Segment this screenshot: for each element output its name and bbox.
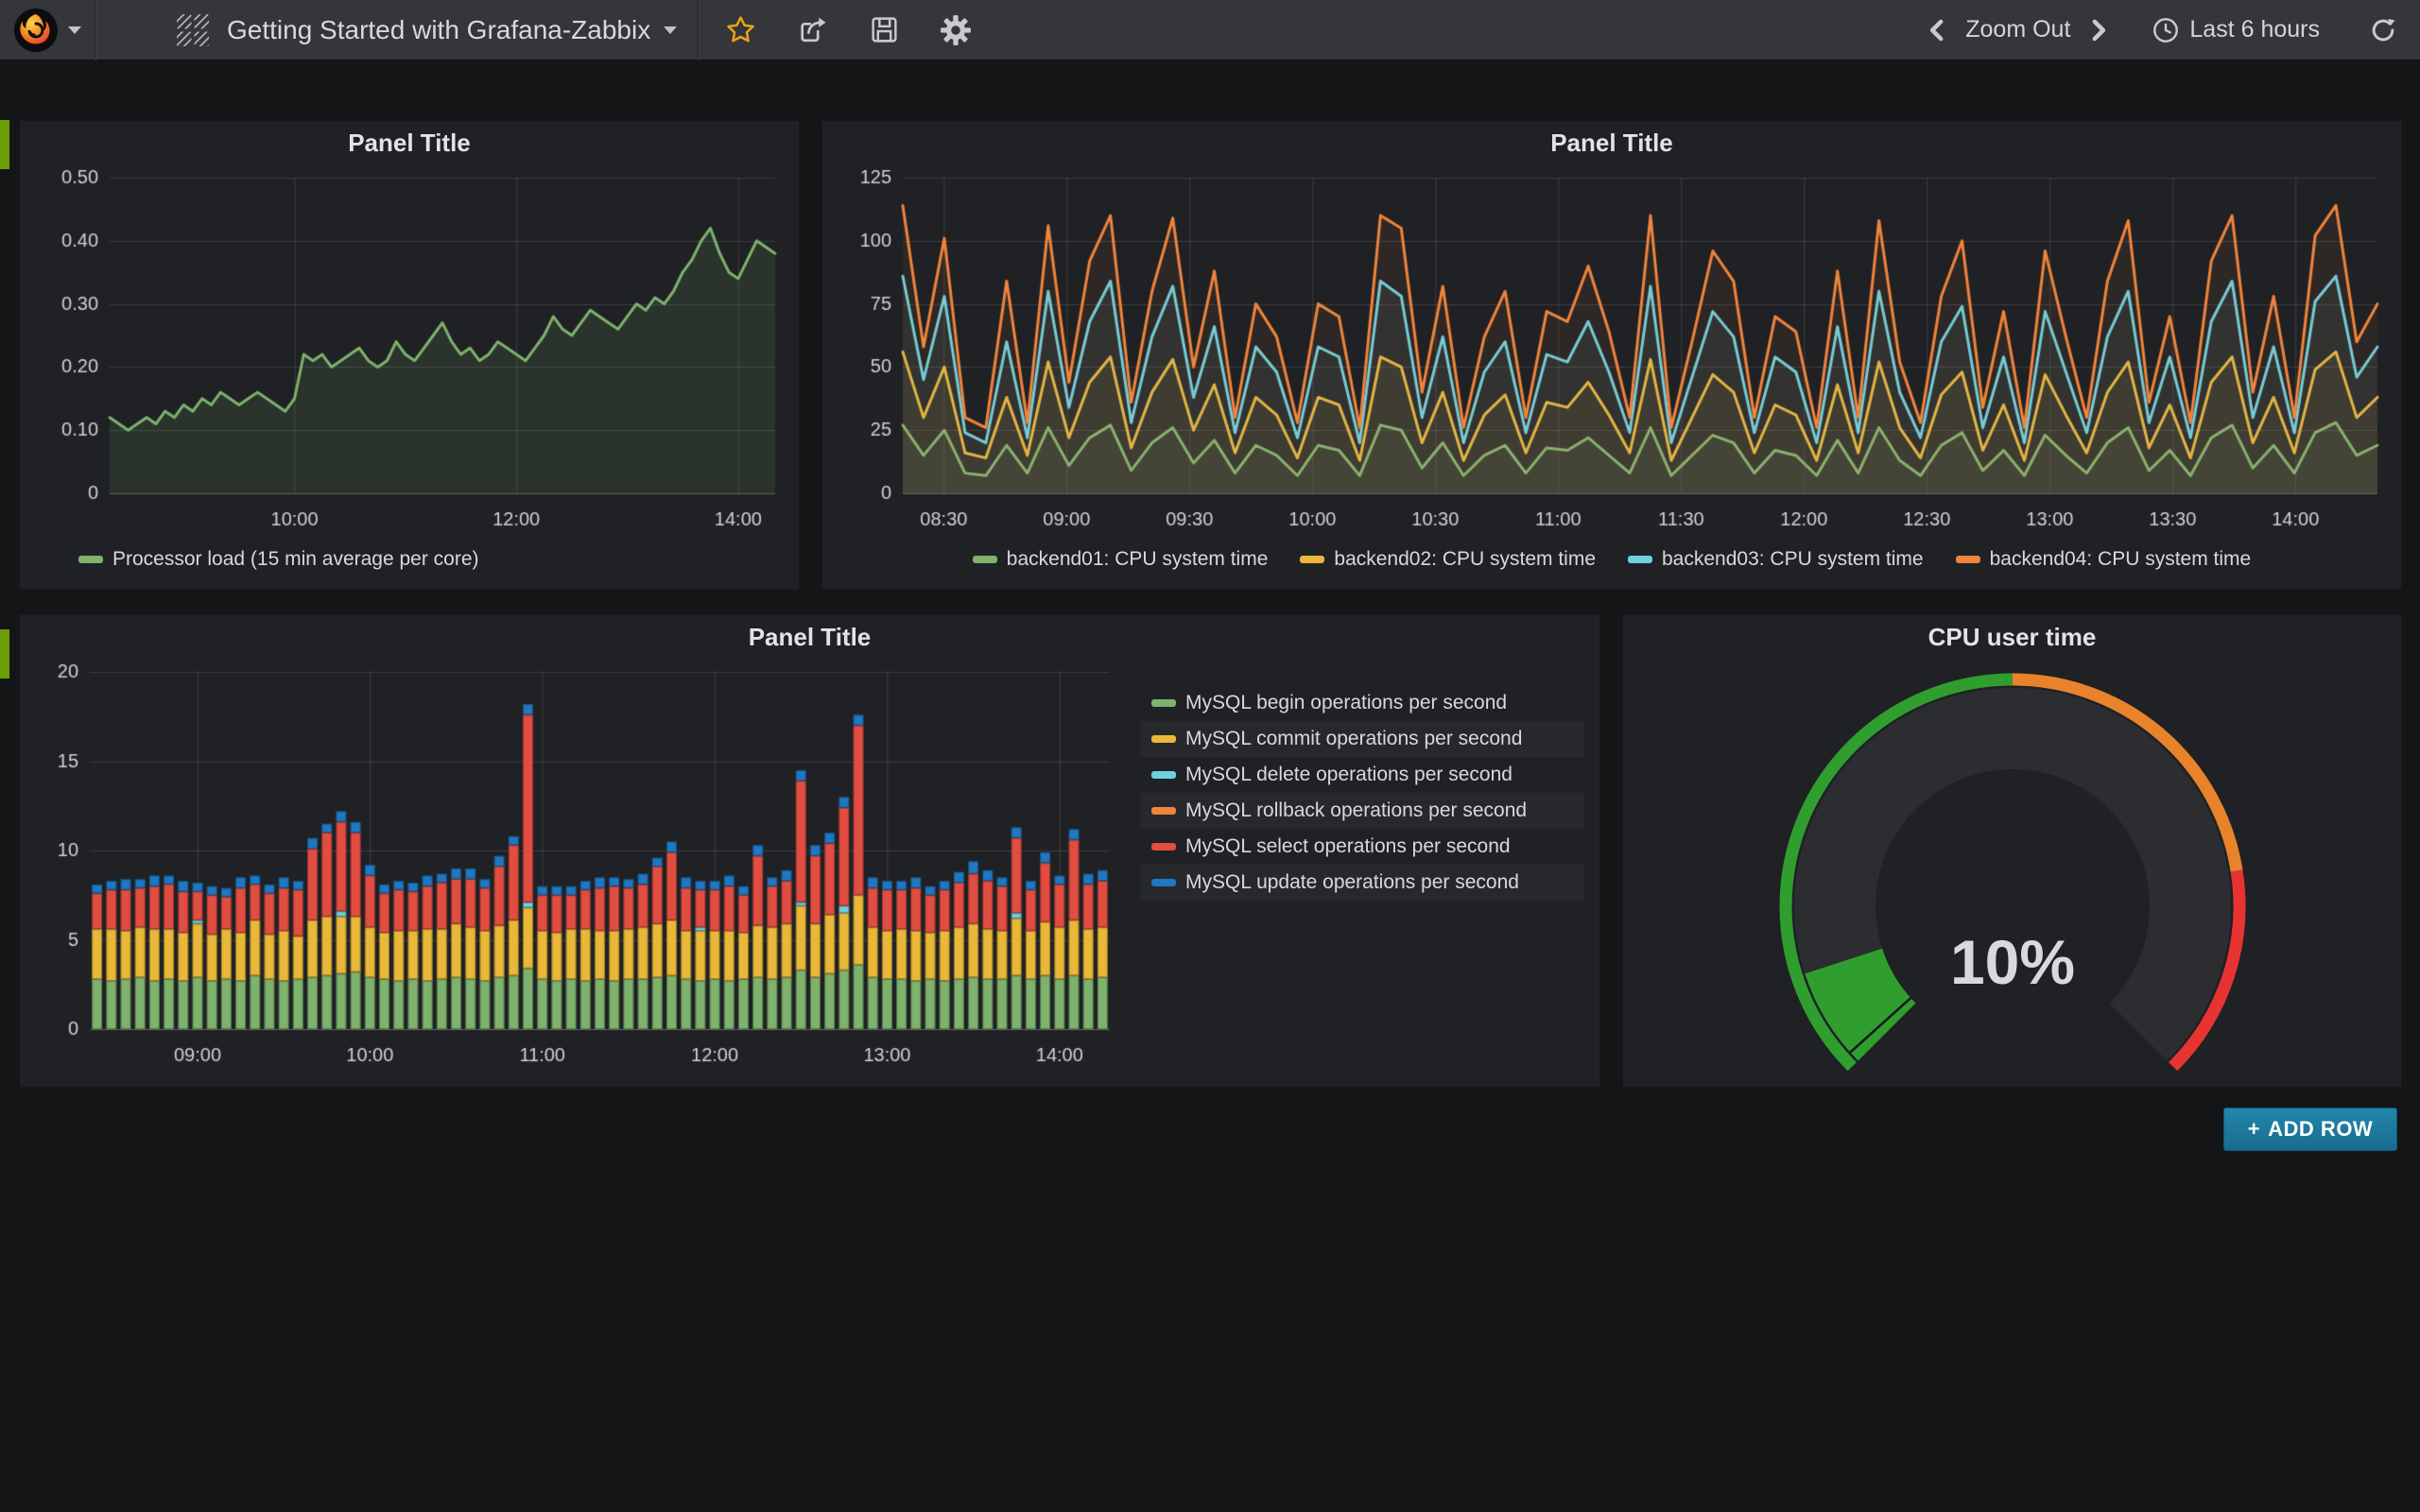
save-button[interactable]	[868, 0, 900, 60]
legend-table: MySQL begin operations per second MySQL …	[1140, 685, 1584, 1074]
add-row-button[interactable]: + ADD ROW	[2223, 1108, 2397, 1151]
legend-label: backend02: CPU system time	[1334, 548, 1596, 570]
navbar-divider	[698, 0, 700, 60]
legend-label: MySQL begin operations per second	[1185, 692, 1508, 713]
legend-swatch	[1151, 771, 1176, 779]
legend-item[interactable]: backend02: CPU system time	[1300, 548, 1596, 571]
cpu-user-time-gauge: 10%	[1623, 659, 2401, 1079]
refresh-button[interactable]	[2369, 16, 2397, 44]
dashboard-grid-icon[interactable]	[176, 13, 210, 47]
legend-label: backend01: CPU system time	[1006, 548, 1269, 570]
panel-mysql-operations: Panel Title MySQL begin operations per s…	[19, 614, 1600, 1088]
mysql-operations-graph[interactable]	[31, 659, 1123, 1074]
grafana-logo[interactable]	[13, 8, 59, 53]
panel-title[interactable]: CPU user time	[1927, 622, 2097, 651]
cpu-system-time-graph[interactable]	[833, 164, 2391, 539]
panel-cpu-system-time: Panel Title backend01: CPU system time b…	[821, 120, 2402, 590]
legend-item[interactable]: Processor load (15 min average per core)	[78, 548, 479, 571]
legend-label: backend03: CPU system time	[1662, 548, 1924, 570]
legend-label: MySQL select operations per second	[1185, 835, 1511, 857]
dashboard-title[interactable]: Getting Started with Grafana-Zabbix	[227, 14, 651, 44]
legend-label: MySQL rollback operations per second	[1185, 799, 1528, 821]
processor-load-graph[interactable]	[30, 164, 788, 539]
navbar-divider	[95, 0, 96, 60]
time-back-chevron-icon[interactable]	[1926, 18, 1946, 43]
legend-item[interactable]: MySQL delete operations per second	[1140, 757, 1584, 793]
navbar: Getting Started with Grafana-Zabbix	[0, 0, 2420, 60]
svg-text:10%: 10%	[1950, 927, 2075, 997]
row-collapse-tab[interactable]	[0, 120, 9, 169]
zoom-out-button[interactable]: Zoom Out	[1965, 16, 2071, 43]
legend-swatch	[1151, 699, 1176, 707]
legend-label: MySQL commit operations per second	[1185, 728, 1523, 749]
legend-swatch	[1151, 735, 1176, 743]
settings-gear-icon[interactable]	[940, 0, 972, 60]
legend-swatch	[1151, 843, 1176, 850]
add-row-label: ADD ROW	[2268, 1117, 2374, 1141]
legend-item[interactable]: MySQL rollback operations per second	[1140, 793, 1584, 829]
panel-title[interactable]: Panel Title	[348, 128, 471, 157]
panel-title[interactable]: Panel Title	[1550, 128, 1673, 157]
legend-item[interactable]: MySQL begin operations per second	[1140, 685, 1584, 721]
dashboard-title-caret-icon[interactable]	[664, 26, 678, 34]
legend-item[interactable]: backend04: CPU system time	[1955, 548, 2252, 571]
share-button[interactable]	[796, 0, 828, 60]
legend-swatch	[1151, 807, 1176, 815]
star-button[interactable]	[724, 0, 756, 60]
legend-swatch	[1955, 556, 1980, 563]
row-collapse-tab[interactable]	[0, 629, 9, 679]
logo-menu-caret-icon[interactable]	[68, 26, 81, 34]
legend-swatch	[1300, 556, 1325, 563]
panel-cpu-user-time: CPU user time 10%	[1622, 614, 2402, 1088]
legend-swatch	[78, 556, 103, 563]
legend-item[interactable]: backend03: CPU system time	[1628, 548, 1924, 571]
legend-label: MySQL delete operations per second	[1185, 764, 1512, 785]
time-range-picker[interactable]: Last 6 hours	[2152, 16, 2320, 44]
plus-icon: +	[2247, 1117, 2261, 1141]
panel-title[interactable]: Panel Title	[748, 622, 872, 651]
legend-swatch	[1628, 556, 1652, 563]
legend-item[interactable]: MySQL commit operations per second	[1140, 721, 1584, 757]
legend-swatch	[1151, 879, 1176, 886]
time-range-label: Last 6 hours	[2189, 16, 2320, 43]
legend-item[interactable]: MySQL update operations per second	[1140, 865, 1584, 901]
legend-label: backend04: CPU system time	[1989, 548, 2252, 570]
legend-item[interactable]: backend01: CPU system time	[972, 548, 1269, 571]
panel-processor-load: Panel Title Processor load (15 min avera…	[19, 120, 800, 590]
time-forward-chevron-icon[interactable]	[2089, 18, 2110, 43]
legend-swatch	[972, 556, 997, 563]
clock-icon	[2152, 16, 2180, 44]
legend-item[interactable]: MySQL select operations per second	[1140, 829, 1584, 865]
legend-label: MySQL update operations per second	[1185, 871, 1519, 893]
legend-label: Processor load (15 min average per core)	[112, 548, 479, 570]
